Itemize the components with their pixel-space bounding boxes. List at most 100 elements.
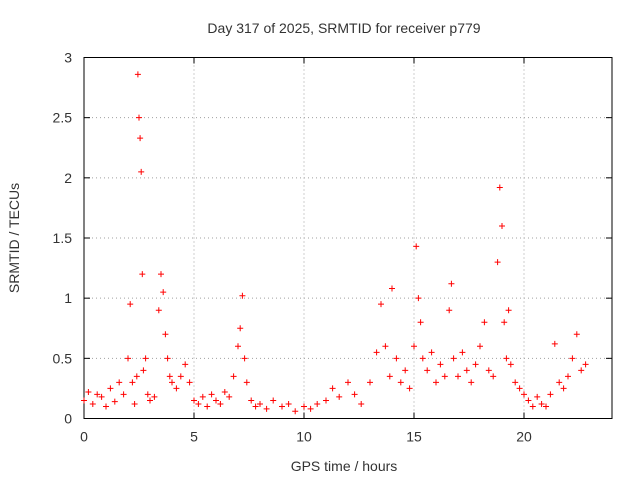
data-point xyxy=(199,393,206,400)
axis-ticks xyxy=(83,57,612,419)
data-point xyxy=(496,184,503,191)
data-point xyxy=(402,367,409,374)
data-point xyxy=(582,361,589,368)
data-point xyxy=(270,397,277,404)
data-point xyxy=(116,379,123,386)
data-point xyxy=(237,325,244,332)
x-tick-label: 20 xyxy=(516,429,532,445)
data-point xyxy=(441,373,448,380)
data-point xyxy=(472,361,479,368)
data-point xyxy=(213,397,219,404)
data-point xyxy=(107,385,114,392)
data-point xyxy=(516,385,523,392)
data-point xyxy=(226,393,233,400)
data-point xyxy=(529,403,536,410)
data-point xyxy=(560,385,567,392)
data-point xyxy=(417,319,424,326)
data-point xyxy=(98,393,105,400)
data-point xyxy=(494,259,501,266)
data-point xyxy=(382,343,389,350)
data-point xyxy=(131,401,138,408)
data-point xyxy=(182,361,189,368)
data-point xyxy=(323,397,329,404)
x-tick-label: 0 xyxy=(80,429,88,445)
data-point xyxy=(138,168,145,175)
data-point xyxy=(129,379,136,386)
data-point xyxy=(177,373,184,380)
data-point xyxy=(81,397,87,404)
data-point xyxy=(501,319,508,326)
data-point xyxy=(386,373,393,380)
y-tick-label: 2 xyxy=(64,170,72,186)
data-point xyxy=(538,401,545,408)
data-point xyxy=(565,373,571,380)
x-tick-label: 15 xyxy=(406,429,422,445)
data-point xyxy=(103,403,109,410)
data-point xyxy=(301,403,307,410)
data-point xyxy=(433,379,439,386)
data-point xyxy=(147,397,153,404)
data-point xyxy=(578,367,585,374)
data-point xyxy=(134,71,141,78)
x-axis-label: GPS time / hours xyxy=(291,458,398,474)
data-point xyxy=(257,401,263,408)
data-point xyxy=(164,355,171,362)
data-point xyxy=(140,367,147,374)
data-point xyxy=(217,401,224,408)
data-point xyxy=(173,385,180,392)
data-point xyxy=(413,243,420,250)
data-point xyxy=(378,301,384,308)
data-point xyxy=(136,114,142,121)
data-point xyxy=(543,403,549,410)
data-point xyxy=(292,408,299,415)
data-point xyxy=(252,403,259,410)
data-point xyxy=(248,397,255,404)
data-point xyxy=(221,389,228,396)
y-tick-label: 0 xyxy=(64,411,72,427)
y-tick-label: 3 xyxy=(64,50,72,66)
data-point xyxy=(151,393,158,400)
data-point xyxy=(239,292,246,299)
data-points xyxy=(81,71,589,415)
data-point xyxy=(521,391,527,398)
data-point xyxy=(139,271,146,278)
data-point xyxy=(94,391,101,398)
data-point xyxy=(389,285,395,292)
data-point xyxy=(468,379,475,386)
y-tick-label: 2.5 xyxy=(53,110,73,126)
data-point xyxy=(169,379,175,386)
data-point xyxy=(230,373,237,380)
data-point xyxy=(512,379,519,386)
data-point xyxy=(120,391,127,398)
data-point xyxy=(419,355,426,362)
data-point xyxy=(162,331,169,338)
data-point xyxy=(285,401,292,408)
data-point xyxy=(241,355,248,362)
data-point xyxy=(415,295,422,302)
data-point xyxy=(424,367,431,374)
data-point xyxy=(158,271,164,278)
data-point xyxy=(243,379,250,386)
data-point xyxy=(279,403,285,410)
data-point xyxy=(463,367,470,374)
data-point xyxy=(547,391,554,398)
data-point xyxy=(263,405,270,412)
y-axis-tick-labels: 0 0.5 1 1.5 2 2.5 3 xyxy=(53,50,73,427)
data-point xyxy=(437,361,444,368)
data-point xyxy=(556,379,563,386)
x-axis-tick-labels: 0 5 10 15 20 xyxy=(80,429,532,445)
y-axis-label: SRMTID / TECUs xyxy=(6,183,22,293)
data-point xyxy=(507,361,514,368)
data-point xyxy=(477,343,483,350)
data-point xyxy=(367,379,373,386)
data-point xyxy=(142,355,149,362)
data-point xyxy=(186,379,193,386)
data-point xyxy=(336,393,343,400)
data-point xyxy=(127,301,134,308)
data-point xyxy=(358,401,365,408)
data-point xyxy=(89,401,96,408)
data-point xyxy=(373,349,380,356)
data-point xyxy=(411,343,417,350)
data-point xyxy=(195,401,202,408)
